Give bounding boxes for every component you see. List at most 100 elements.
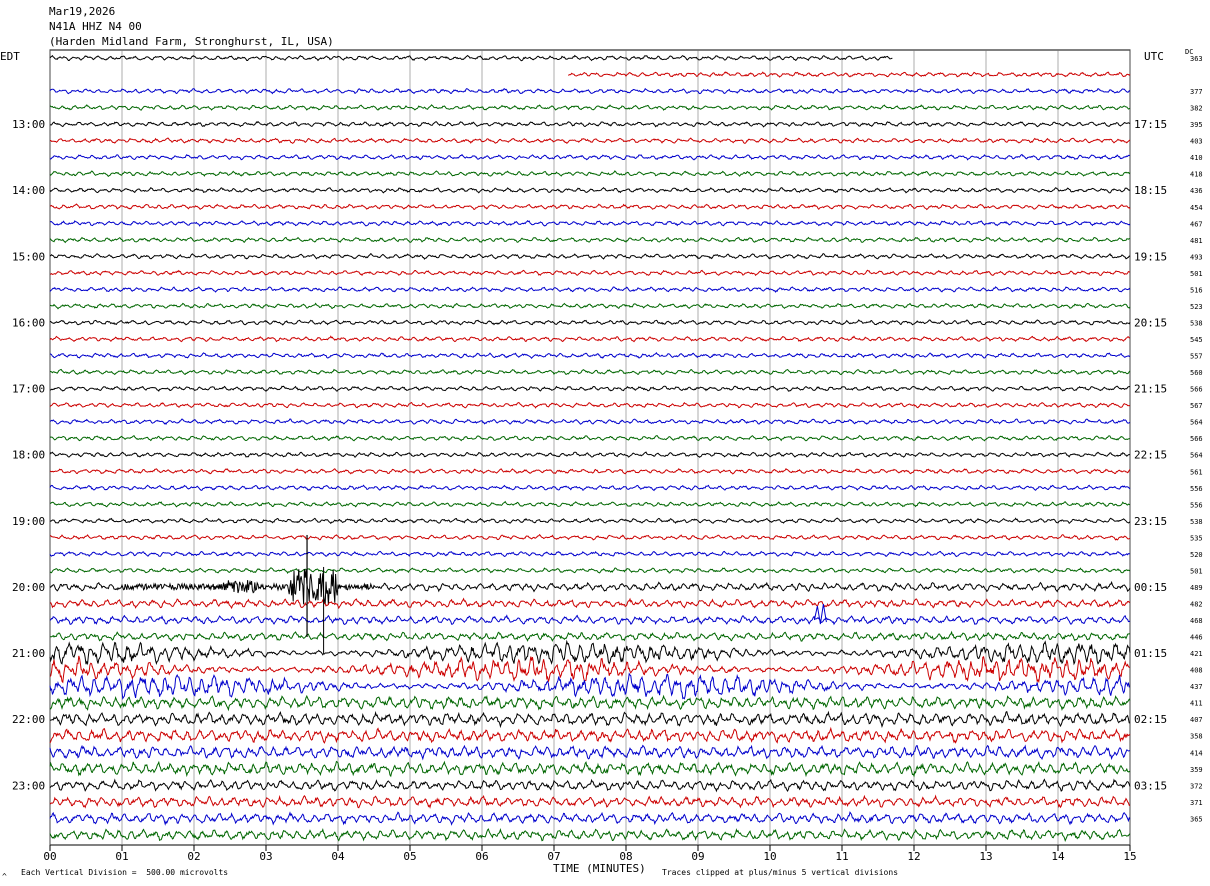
- dc-offset-label: 372: [1190, 782, 1203, 790]
- dc-offset-label: 516: [1190, 286, 1203, 294]
- header-location: (Harden Midland Farm, Stronghurst, IL, U…: [49, 35, 334, 48]
- dc-offset-label: 436: [1190, 187, 1203, 195]
- dc-offset-label: 560: [1190, 369, 1203, 377]
- dc-offset-label: 520: [1190, 551, 1203, 559]
- x-tick-label: 13: [979, 850, 992, 863]
- seismic-trace: [49, 827, 1131, 843]
- seismic-trace: [49, 286, 1131, 293]
- seismic-trace: [49, 418, 1131, 426]
- right-hour-label: 17:15: [1134, 118, 1167, 131]
- dc-offset-label: 561: [1190, 468, 1203, 476]
- dc-offset-label: 523: [1190, 303, 1203, 311]
- seismic-trace: [50, 137, 1131, 144]
- seismic-trace: [49, 744, 1131, 761]
- seismic-trace: [49, 655, 1130, 684]
- dc-offset-label: 489: [1190, 584, 1203, 592]
- seismic-event-blip: [813, 603, 827, 625]
- right-hour-label: 18:15: [1134, 184, 1167, 197]
- dc-offset-label: 481: [1190, 237, 1203, 245]
- left-hour-label: 13:00: [12, 118, 45, 131]
- dc-offset-label: 371: [1190, 799, 1203, 807]
- seismic-trace: [49, 794, 1131, 809]
- seismic-trace: [49, 597, 1131, 610]
- left-timezone-label: EDT: [0, 50, 20, 63]
- right-timezone-label: UTC: [1144, 50, 1164, 63]
- x-tick-label: 02: [187, 850, 200, 863]
- dc-offset-label: 482: [1190, 600, 1203, 608]
- clipping-note: Traces clipped at plus/minus 5 vertical …: [662, 868, 899, 877]
- x-tick-label: 09: [691, 850, 704, 863]
- seismic-trace: [49, 401, 1131, 409]
- dc-offset-label: 454: [1190, 204, 1203, 212]
- dc-offset-label: 501: [1190, 567, 1203, 575]
- seismic-trace: [49, 639, 1131, 666]
- x-tick-label: 14: [1051, 850, 1065, 863]
- dc-offset-label: 566: [1190, 435, 1203, 443]
- dc-offset-label: 377: [1190, 88, 1203, 96]
- dc-offset-label: 437: [1190, 683, 1203, 691]
- seismic-trace: [49, 153, 1131, 161]
- corner-mark: ^: [2, 872, 7, 881]
- seismic-trace: [49, 778, 1131, 793]
- x-tick-label: 11: [835, 850, 848, 863]
- dc-offset-label: 557: [1190, 353, 1203, 361]
- header-station: N41A HHZ N4 00: [49, 20, 142, 33]
- dc-label: DC: [1185, 48, 1194, 56]
- seismic-trace: [49, 614, 1131, 626]
- left-hour-label: 23:00: [12, 779, 45, 792]
- left-hour-label: 22:00: [12, 713, 45, 726]
- dc-offset-label: 545: [1190, 336, 1203, 344]
- seismic-trace: [49, 672, 1131, 700]
- dc-offset-label: 535: [1190, 534, 1203, 542]
- x-tick-label: 10: [763, 850, 776, 863]
- dc-offset-label: 538: [1190, 518, 1203, 526]
- right-hour-label: 00:15: [1134, 581, 1167, 594]
- right-hour-label: 22:15: [1134, 449, 1167, 462]
- dc-offset-label: 446: [1190, 634, 1203, 642]
- dc-offset-label: 421: [1190, 650, 1203, 658]
- dc-offset-label: 403: [1190, 138, 1203, 146]
- dc-offset-label: 556: [1190, 501, 1203, 509]
- header-date: Mar19,2026: [49, 5, 116, 18]
- x-tick-label: 15: [1123, 850, 1136, 863]
- right-hour-label: 03:15: [1134, 779, 1167, 792]
- seismic-trace: [49, 467, 1131, 475]
- x-tick-label: 08: [619, 850, 632, 863]
- dc-offset-label: 501: [1190, 270, 1203, 278]
- dc-offset-label: 358: [1190, 733, 1203, 741]
- dc-offset-label: 408: [1190, 667, 1203, 675]
- seismic-trace: [49, 385, 1131, 392]
- seismic-trace: [49, 760, 1131, 778]
- seismic-trace: [49, 203, 1131, 211]
- seismic-trace: [49, 368, 1131, 376]
- dc-offset-label: 567: [1190, 402, 1203, 410]
- dc-offset-label: 468: [1190, 617, 1203, 625]
- seismic-trace: [49, 236, 1131, 244]
- seismic-trace: [49, 351, 1131, 359]
- dc-offset-label: 410: [1190, 154, 1203, 162]
- x-tick-label: 03: [259, 850, 272, 863]
- dc-offset-label: 538: [1190, 319, 1203, 327]
- seismic-trace: [49, 484, 1131, 492]
- dc-offset-label: 564: [1190, 419, 1203, 427]
- right-hour-label: 01:15: [1134, 647, 1167, 660]
- seismic-trace: [49, 811, 1131, 826]
- left-hour-label: 19:00: [12, 515, 45, 528]
- seismic-trace: [49, 500, 1131, 508]
- dc-offset-label: 493: [1190, 253, 1203, 261]
- seismic-trace: [49, 533, 1131, 541]
- right-hour-label: 20:15: [1134, 316, 1167, 329]
- dc-offset-label: 418: [1190, 171, 1203, 179]
- seismic-trace: [49, 104, 1131, 111]
- left-hour-label: 15:00: [12, 250, 45, 263]
- left-hour-label: 16:00: [12, 316, 45, 329]
- dc-offset-label: 365: [1190, 815, 1203, 823]
- plot-frame: [49, 49, 1131, 846]
- left-hour-label: 14:00: [12, 184, 45, 197]
- seismic-trace: [49, 269, 1131, 277]
- seismic-trace: [49, 302, 1131, 310]
- vertical-division-note: Each Vertical Division = 500.00 microvol…: [21, 868, 229, 877]
- seismic-trace: [49, 630, 1131, 642]
- seismic-trace: [49, 54, 893, 62]
